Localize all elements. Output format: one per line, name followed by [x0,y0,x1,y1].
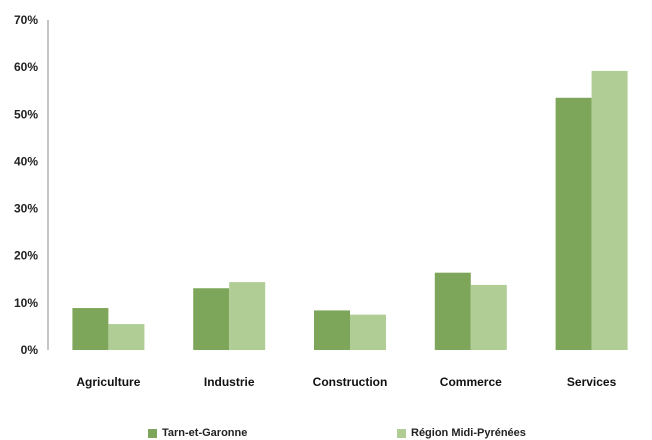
x-tick-label: Agriculture [76,375,140,389]
y-tick-label: 30% [14,202,38,216]
y-tick-label: 40% [14,154,38,168]
bars [72,70,628,351]
x-tick-label: Construction [313,375,388,389]
bar-chart: 0% 10% 20% 30% 40% 50% 60% 70% Agriculture Indus… [14,13,628,389]
x-tick-label: Industrie [204,375,255,389]
bar-commerce-series-2 [470,284,507,350]
bar-commerce-series-1 [434,272,471,350]
y-tick-label: 50% [14,107,38,121]
bar-construction-series-2 [350,314,386,350]
legend-item-series-1: Tarn-et-Garonne [148,427,247,440]
legend-swatch-series-1 [148,429,157,438]
legend-label-series-1: Tarn-et-Garonne [162,427,248,439]
bar-agriculture-series-1 [72,308,109,350]
x-tick-label: Commerce [440,375,502,389]
y-tick-label: 0% [21,343,39,357]
y-tick-label: 70% [14,13,38,27]
legend: Tarn-et-Garonne Région Midi-Pyrénées [0,427,652,440]
bar-services-series-1 [555,97,592,351]
legend-swatch-series-2 [397,429,406,438]
legend-label-series-2: Région Midi-Pyrénées [411,427,526,439]
y-tick-label: 20% [14,249,38,263]
bar-services-series-2 [591,70,628,351]
x-tick-label: Services [567,375,617,389]
bar-construction-series-1 [314,310,350,350]
bar-industrie-series-1 [193,288,230,350]
legend-item-series-2: Région Midi-Pyrénées [397,427,526,440]
bar-agriculture-series-2 [108,324,145,350]
y-tick-label: 10% [14,296,38,310]
y-tick-label: 60% [14,60,38,74]
category-labels: Agriculture Industrie Construction Commerce… [76,375,616,389]
bar-industrie-series-2 [229,282,266,350]
y-tick-labels: 0% 10% 20% 30% 40% 50% 60% 70% [14,13,38,357]
